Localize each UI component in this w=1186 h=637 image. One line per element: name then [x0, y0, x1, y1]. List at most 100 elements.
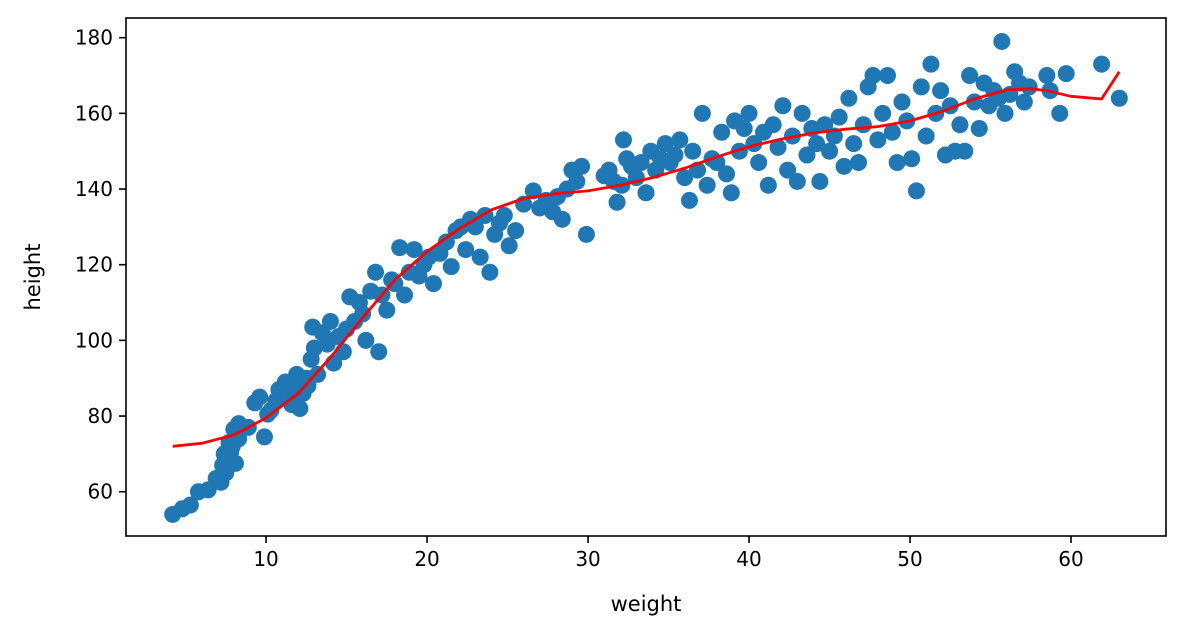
scatter-point	[357, 331, 375, 349]
scatter-point	[378, 301, 396, 319]
scatter-point	[226, 454, 244, 472]
x-tick-label: 60	[1058, 547, 1083, 571]
scatter-point	[883, 123, 901, 141]
scatter-point	[370, 343, 388, 361]
scatter-point	[405, 241, 423, 259]
scatter-point	[835, 157, 853, 175]
fit-line	[172, 70, 1121, 448]
scatter-point	[693, 104, 711, 122]
scatter-point	[869, 131, 887, 149]
scatter-point	[1057, 65, 1075, 83]
scatter-point	[1110, 89, 1128, 107]
scatter-point	[305, 339, 323, 357]
scatter-point	[656, 135, 674, 153]
scatter-point	[922, 55, 940, 73]
scatter-point	[961, 67, 979, 85]
scatter-point	[932, 82, 950, 100]
scatter-point	[1020, 78, 1038, 96]
scatter-point	[291, 399, 309, 417]
scatter-point	[874, 104, 892, 122]
scatter-point	[788, 172, 806, 190]
x-tick-label: 10	[253, 547, 278, 571]
scatter-point	[500, 237, 518, 255]
scatter-point	[888, 154, 906, 172]
scatter-point	[907, 182, 925, 200]
scatter-point	[769, 138, 787, 156]
scatter-point	[996, 104, 1014, 122]
scatter-point	[481, 263, 499, 281]
scatter-point	[798, 146, 816, 164]
scatter-point	[637, 184, 655, 202]
scatter-point	[386, 275, 404, 293]
scatter-point	[830, 108, 848, 126]
scatter-point	[568, 172, 586, 190]
x-tick-label: 30	[575, 547, 600, 571]
scatter-point	[471, 248, 489, 266]
scatter-point	[1051, 104, 1069, 122]
scatter-point	[735, 119, 753, 137]
scatter-point	[878, 67, 896, 85]
scatter-point	[553, 210, 571, 228]
scatter-point	[970, 119, 988, 137]
scatter-point	[424, 275, 442, 293]
y-tick-label: 140	[75, 177, 113, 201]
y-tick-label: 80	[88, 404, 113, 428]
scatter-point	[1015, 93, 1033, 111]
scatter-point	[740, 104, 758, 122]
scatter-point	[850, 154, 868, 172]
scatter-point	[845, 135, 863, 153]
scatter-point	[993, 32, 1011, 50]
scatter-point	[893, 93, 911, 111]
scatter-point	[457, 241, 475, 259]
x-axis-ticks: 10 20 30 40 50 60	[253, 536, 1084, 571]
scatter-point	[495, 207, 513, 225]
scatter-point	[396, 286, 414, 304]
x-axis-label: weight	[611, 592, 682, 616]
scatter-point	[442, 258, 460, 276]
y-tick-label: 60	[88, 480, 113, 504]
scatter-point	[793, 104, 811, 122]
scatter-point	[299, 377, 317, 395]
scatter-point	[251, 388, 269, 406]
scatter-points	[164, 32, 1128, 523]
scatter-point	[811, 172, 829, 190]
scatter-point	[713, 123, 731, 141]
scatter-point	[666, 146, 684, 164]
scatter-point	[759, 176, 777, 194]
scatter-point	[573, 157, 591, 175]
scatter-point	[750, 154, 768, 172]
x-tick-label: 40	[736, 547, 761, 571]
scatter-point	[354, 305, 372, 323]
x-tick-label: 50	[897, 547, 922, 571]
scatter-point	[816, 116, 834, 134]
y-tick-label: 160	[75, 101, 113, 125]
scatter-point	[255, 428, 273, 446]
scatter-point	[821, 142, 839, 160]
scatter-point	[507, 222, 525, 240]
scatter-point	[840, 89, 858, 107]
scatter-point	[854, 116, 872, 134]
scatter-point	[632, 154, 650, 172]
scatter-point	[917, 127, 935, 145]
scatter-point	[684, 142, 702, 160]
scatter-point	[671, 131, 689, 149]
y-tick-label: 120	[75, 253, 113, 277]
y-tick-label: 180	[75, 26, 113, 50]
scatter-point	[951, 116, 969, 134]
scatter-point	[334, 343, 352, 361]
plot-frame	[125, 17, 1167, 537]
scatter-point	[903, 150, 921, 168]
scatter-point	[676, 169, 694, 187]
scatter-point	[577, 225, 595, 243]
scatter-point	[181, 496, 199, 514]
y-axis-ticks: 60 80 100 120 140 160 180	[75, 26, 126, 504]
scatter-point	[717, 165, 735, 183]
scatter-point	[912, 78, 930, 96]
scatter-point	[437, 233, 455, 251]
scatter-point	[808, 135, 826, 153]
scatter-point	[864, 67, 882, 85]
y-axis-label: height	[21, 244, 45, 311]
scatter-point	[614, 131, 632, 149]
scatter-point	[391, 239, 409, 257]
